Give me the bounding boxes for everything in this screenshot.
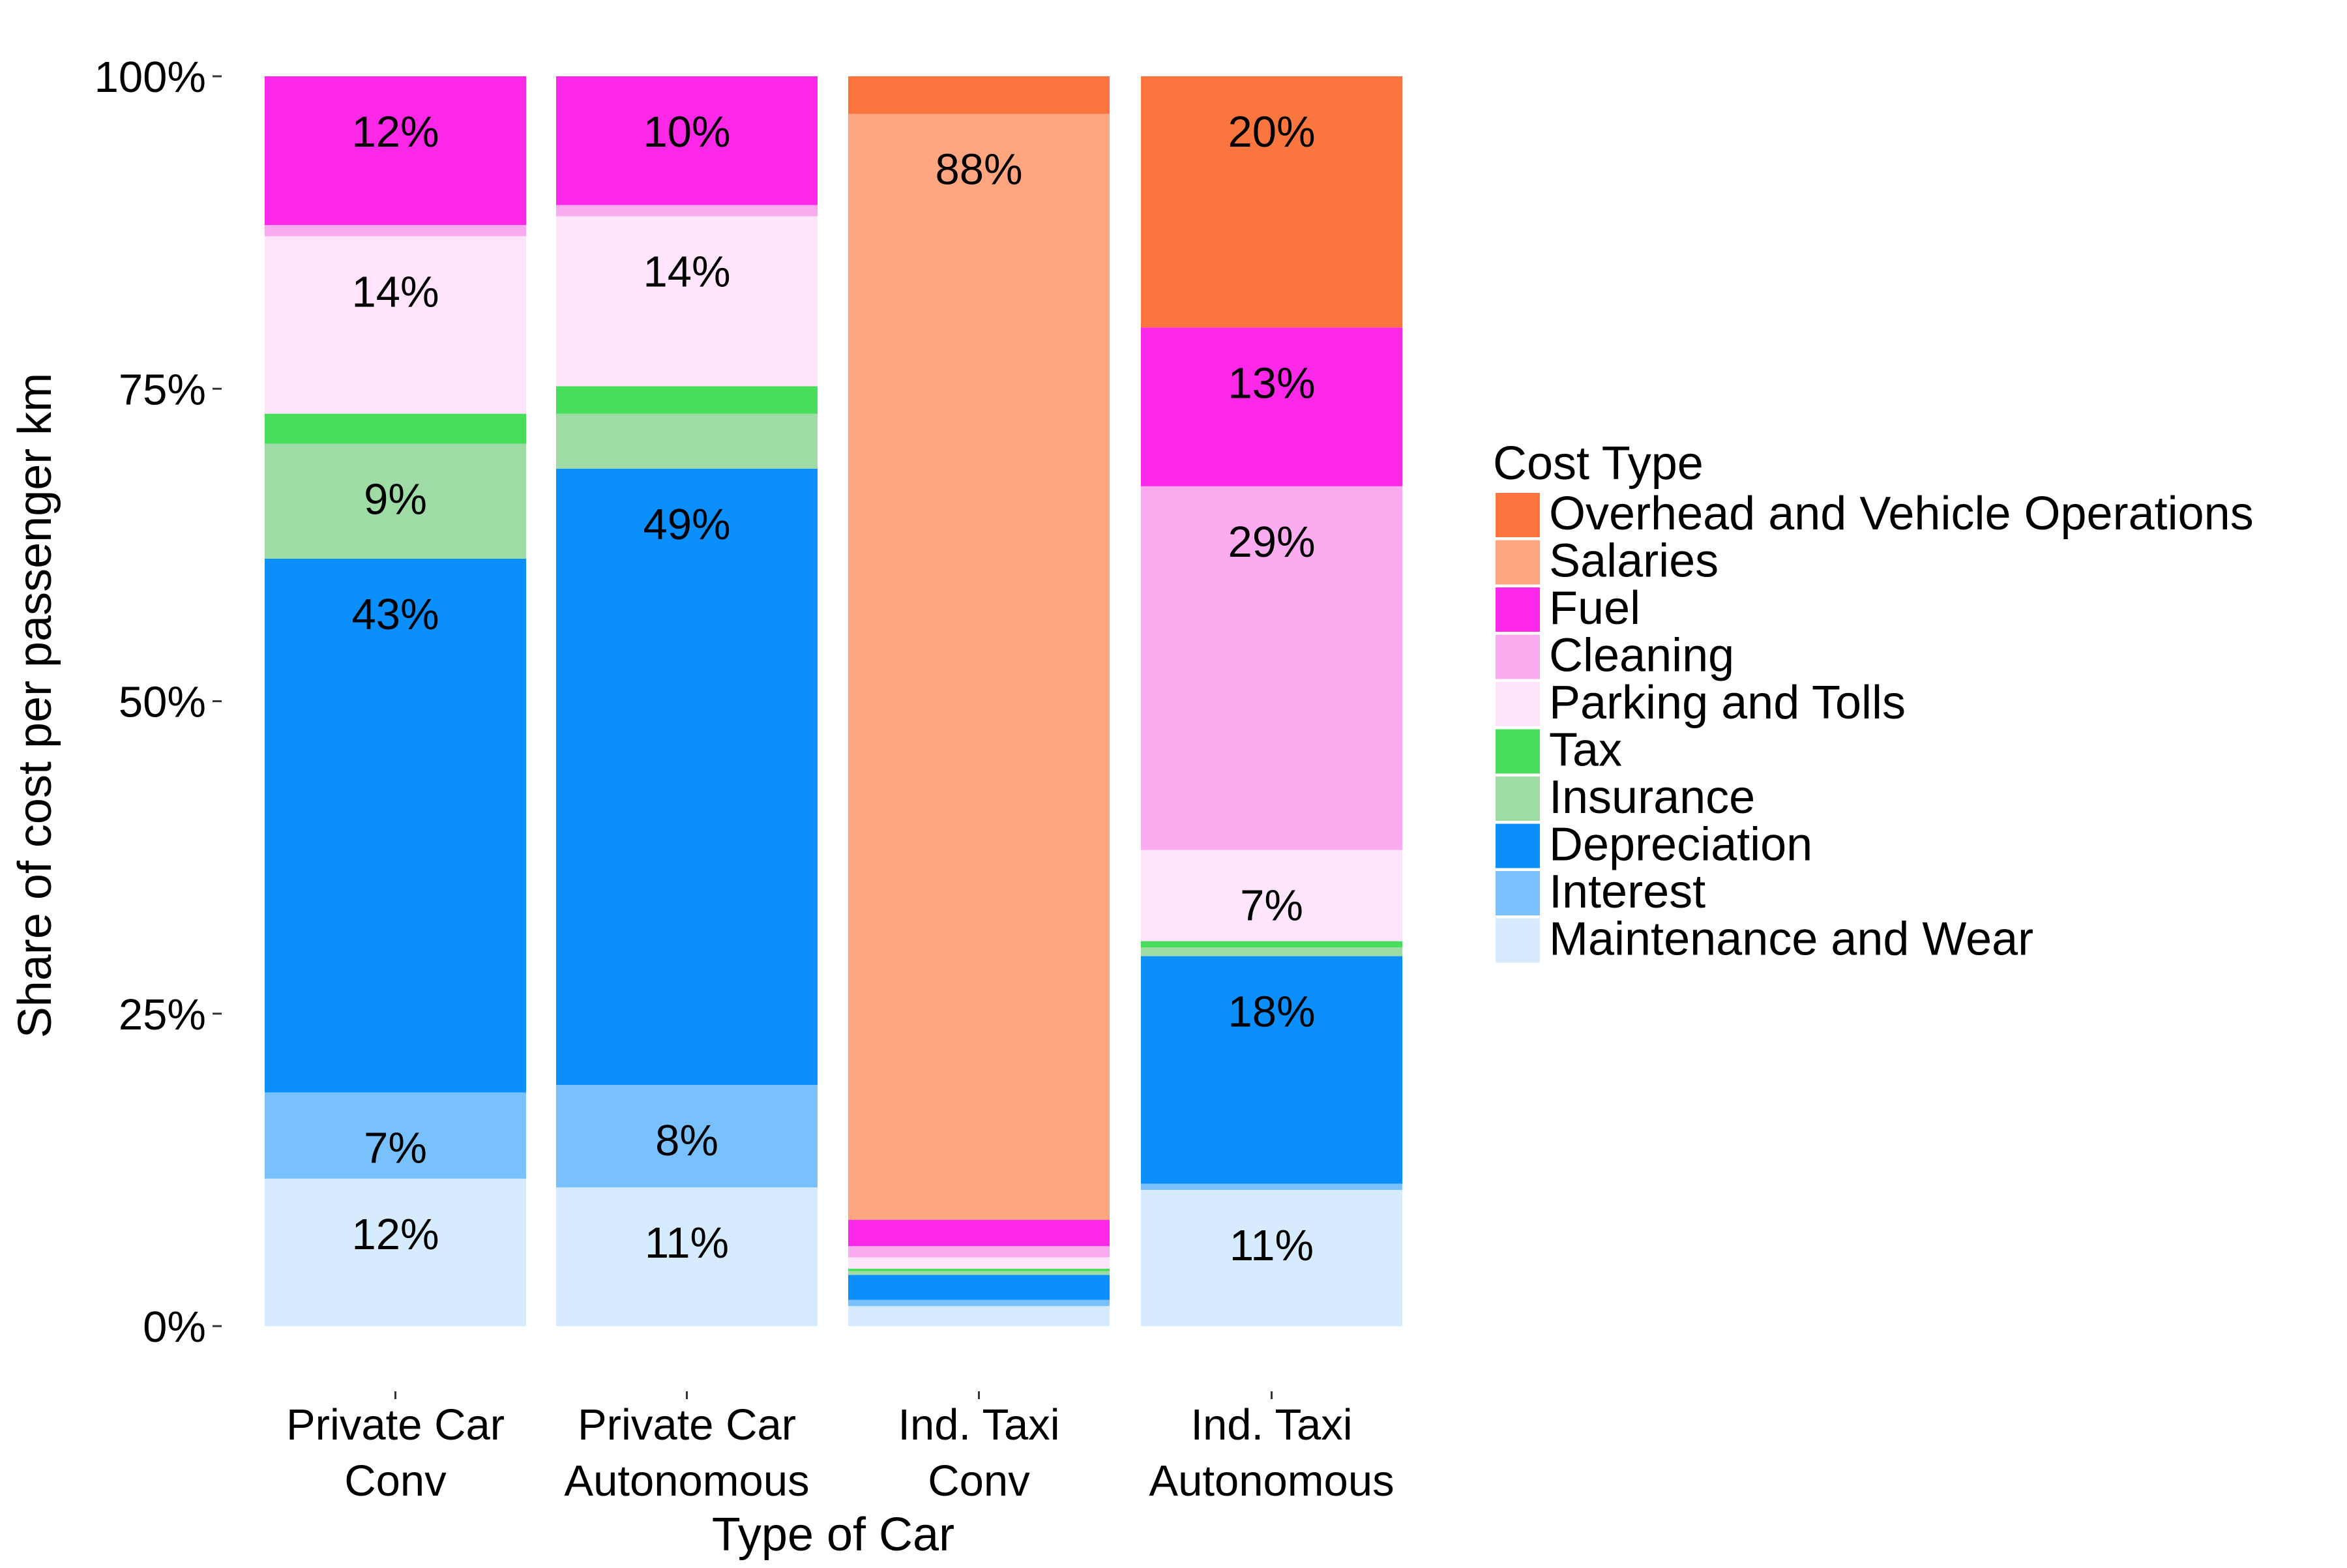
bar-value-label: 43% xyxy=(351,590,439,639)
bar-segment xyxy=(556,468,818,1086)
bar-segment xyxy=(848,1271,1110,1275)
bar-segment xyxy=(1141,327,1402,486)
bar-segment xyxy=(848,1275,1110,1300)
bar-segment xyxy=(556,1187,818,1326)
plot-bars xyxy=(265,76,1402,1326)
legend-key xyxy=(1496,682,1540,726)
bar-value-label: 7% xyxy=(364,1124,427,1173)
legend-key xyxy=(1496,918,1540,963)
bar-segment xyxy=(848,1299,1110,1307)
legend-key xyxy=(1496,871,1540,915)
legend-label: Maintenance and Wear xyxy=(1549,913,2033,966)
x-tick-label: Ind. Taxi Autonomous xyxy=(1149,1400,1394,1505)
bar-segment xyxy=(265,1178,526,1326)
bar-segment xyxy=(848,1306,1110,1326)
y-tick-label: 50% xyxy=(119,678,206,727)
bar-value-label: 29% xyxy=(1228,518,1315,567)
bar-segment xyxy=(848,1220,1110,1247)
legend-label: Fuel xyxy=(1549,582,1640,634)
legend-key xyxy=(1496,777,1540,821)
y-tick-label: 25% xyxy=(119,990,206,1039)
bar-value-label: 8% xyxy=(655,1116,718,1165)
x-axis-title: Type of Car xyxy=(712,1509,954,1561)
bar-segment xyxy=(848,1257,1110,1269)
legend-key xyxy=(1496,493,1540,537)
bar-value-label: 12% xyxy=(351,1210,439,1259)
x-tick-label: Private Car Conv xyxy=(286,1400,505,1505)
bar-segment xyxy=(1141,850,1402,941)
bar-segment xyxy=(1141,76,1402,328)
bar-segment xyxy=(265,225,526,237)
legend-label: Cleaning xyxy=(1549,630,1734,682)
bar-segment xyxy=(556,386,818,414)
legend-label: Salaries xyxy=(1549,535,1719,587)
bar-segment xyxy=(265,236,526,414)
legend-label: Interest xyxy=(1549,866,1705,918)
bar-value-label: 10% xyxy=(643,108,730,156)
bar-value-label: 14% xyxy=(351,267,439,316)
bar-segment xyxy=(1141,486,1402,850)
y-axis-title: Share of cost per passenger km xyxy=(9,373,61,1039)
bar-value-label: 14% xyxy=(643,248,730,297)
bar-value-label: 49% xyxy=(643,500,730,549)
bar-segment xyxy=(556,1085,818,1188)
bar-segment xyxy=(848,1246,1110,1258)
legend-key xyxy=(1496,823,1540,868)
bar-segment xyxy=(1141,941,1402,948)
bar-value-label: 20% xyxy=(1228,108,1315,156)
bar-value-label: 88% xyxy=(935,145,1022,194)
legend-label: Overhead and Vehicle Operations xyxy=(1549,488,2254,540)
bar-value-label: 11% xyxy=(1230,1221,1314,1270)
x-axis: Private Car Conv Private Car Autonomous Ind.… xyxy=(286,1391,1395,1505)
bar-segment xyxy=(265,1092,526,1179)
bar-segment xyxy=(1141,1183,1402,1191)
legend-label: Insurance xyxy=(1549,771,1755,823)
bar-segment xyxy=(1141,1190,1402,1326)
bar-value-label: 18% xyxy=(1228,988,1315,1037)
legend-key xyxy=(1496,587,1540,632)
legend-label: Tax xyxy=(1549,724,1622,777)
legend: Cost Type Overhead and Vehicle Operation… xyxy=(1493,437,2254,966)
bar-segment xyxy=(265,443,526,559)
bar-value-labels: 12% 7% 43% 9% 14% 12% 11% 8% 49% 14% 10% 88% 11% 18% 7… xyxy=(351,108,1315,1270)
bar-value-label: 12% xyxy=(351,108,439,156)
legend-key xyxy=(1496,540,1540,585)
bar-segment xyxy=(848,1268,1110,1271)
bar-value-label: 13% xyxy=(1228,359,1315,407)
bar-value-label: 7% xyxy=(1240,881,1303,930)
y-tick-label: 0% xyxy=(143,1303,206,1352)
bar-value-label: 9% xyxy=(364,475,427,524)
bar-segment xyxy=(556,76,818,205)
bar-segment xyxy=(265,413,526,444)
legend-key xyxy=(1496,729,1540,774)
legend-items: Overhead and Vehicle OperationsSalariesF… xyxy=(1496,488,2254,966)
legend-label: Depreciation xyxy=(1549,819,1812,871)
legend-label: Parking and Tolls xyxy=(1549,677,1906,729)
bar-segment xyxy=(848,76,1110,114)
x-tick-label: Private Car Autonomous xyxy=(564,1400,809,1505)
legend-key xyxy=(1496,634,1540,679)
bar-segment xyxy=(556,205,818,216)
bar-segment xyxy=(265,76,526,226)
bar-segment xyxy=(265,558,526,1093)
x-tick-label: Ind. Taxi Conv xyxy=(898,1400,1059,1505)
bar-value-label: 11% xyxy=(645,1219,729,1267)
bar-segment xyxy=(556,216,818,387)
bar-segment xyxy=(848,113,1110,1220)
bar-segment xyxy=(556,413,818,469)
y-tick-label: 75% xyxy=(119,365,206,414)
y-axis: 0% 25% 50% 75% 100% xyxy=(95,53,222,1352)
legend-title: Cost Type xyxy=(1493,437,1704,490)
bar-segment xyxy=(1141,947,1402,956)
y-tick-label: 100% xyxy=(95,53,206,102)
bar-segment xyxy=(1141,956,1402,1184)
